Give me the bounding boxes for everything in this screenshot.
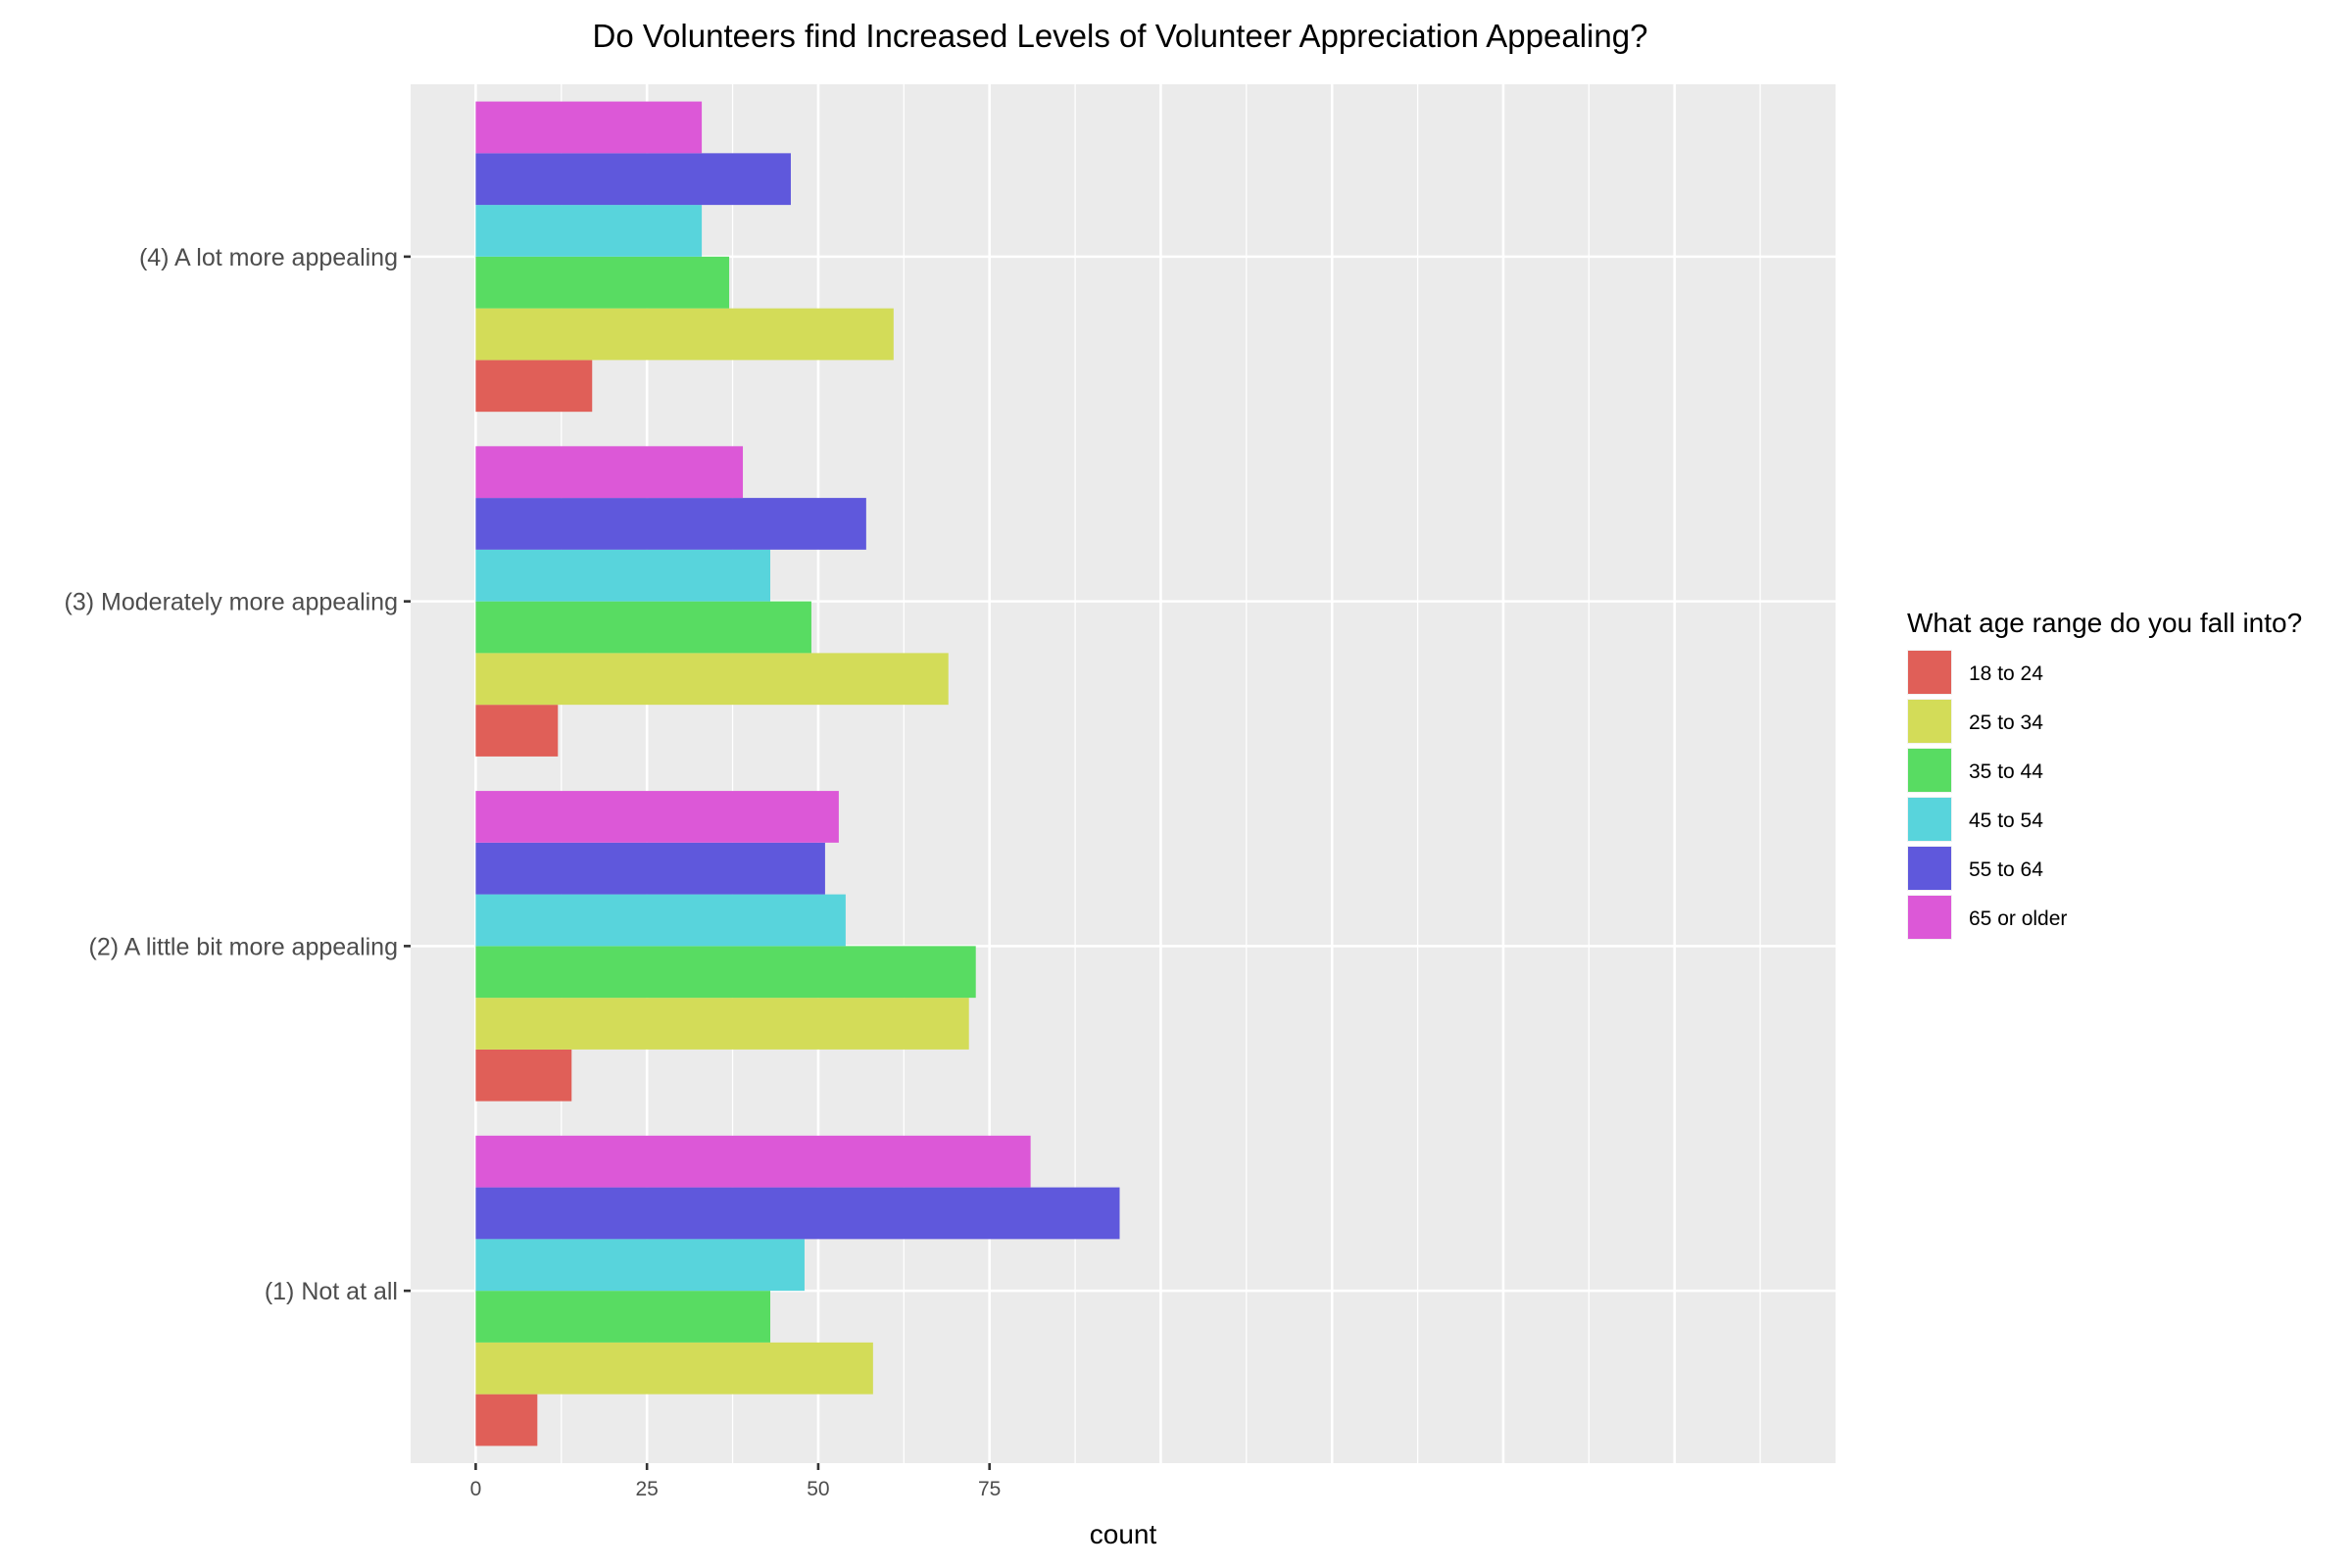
legend-label: 45 to 54 [1969, 809, 2043, 832]
bar [475, 153, 791, 206]
legend-swatch [1908, 798, 1951, 841]
bar [475, 842, 825, 895]
chart-title: Do Volunteers find Increased Levels of V… [593, 18, 1648, 54]
y-axis: (1) Not at all (2) A little bit more appe… [65, 244, 411, 1305]
bar [475, 894, 846, 947]
x-tick-label: 0 [470, 1478, 482, 1500]
bar [475, 549, 770, 602]
legend-swatch [1908, 651, 1951, 694]
legend-swatch [1908, 749, 1951, 792]
x-tick-label: 50 [807, 1478, 829, 1500]
bar [475, 1049, 572, 1102]
bars [475, 101, 1120, 1446]
legend-label: 18 to 24 [1969, 662, 2043, 685]
bar [475, 601, 811, 654]
bar [475, 1135, 1031, 1188]
bar [475, 1239, 805, 1292]
bar [475, 946, 976, 999]
bar [475, 1291, 770, 1343]
y-tick-label: (1) Not at all [265, 1278, 398, 1305]
legend-swatch [1908, 700, 1951, 743]
x-tick-label: 75 [978, 1478, 1001, 1500]
bar [475, 1187, 1120, 1240]
bar [475, 360, 593, 413]
legend-swatch [1908, 847, 1951, 890]
legend-label: 35 to 44 [1969, 760, 2043, 783]
legend-swatch [1908, 896, 1951, 939]
bar [475, 205, 703, 257]
legend: What age range do you fall into? 18 to 2… [1907, 608, 2302, 940]
x-axis-title: count [1090, 1519, 1157, 1549]
y-tick-label: (2) A little bit more appealing [89, 933, 398, 960]
bar [475, 498, 866, 550]
y-tick-label: (4) A lot more appealing [139, 244, 398, 271]
bar [475, 791, 839, 843]
bar [475, 101, 703, 154]
y-tick-label: (3) Moderately more appealing [65, 589, 398, 616]
bar [475, 1342, 873, 1395]
bar [475, 1394, 538, 1446]
bar [475, 446, 744, 499]
legend-label: 65 or older [1969, 907, 2067, 930]
bar [475, 256, 730, 309]
x-axis: 0 25 50 75 [470, 1463, 1001, 1500]
bar [475, 308, 894, 361]
bar [475, 705, 559, 757]
legend-label: 55 to 64 [1969, 858, 2043, 881]
legend-title: What age range do you fall into? [1907, 608, 2302, 638]
bar [475, 653, 949, 706]
x-tick-label: 25 [635, 1478, 658, 1500]
legend-label: 25 to 34 [1969, 711, 2043, 734]
bar [475, 998, 969, 1050]
